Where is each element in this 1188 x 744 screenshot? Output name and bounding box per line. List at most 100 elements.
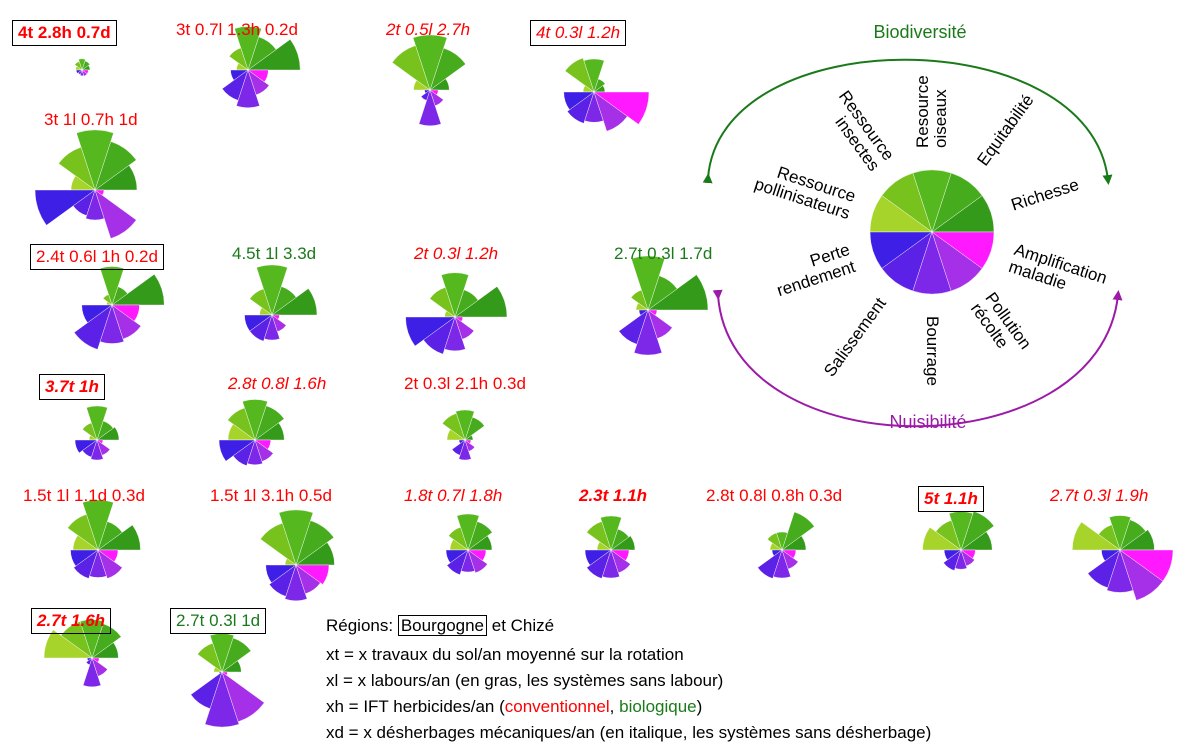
rose-wedge	[227, 407, 256, 441]
rose-wedge	[236, 69, 260, 108]
rose-wedge	[405, 316, 456, 347]
rose-chart	[445, 513, 493, 575]
rose-wedge	[922, 527, 962, 551]
rose-wedge	[454, 316, 464, 322]
rose-wedge	[1072, 521, 1121, 551]
rose-wedge	[204, 671, 240, 728]
rose-wedge	[429, 89, 444, 106]
rose-wedge	[567, 91, 595, 124]
rose-wedge	[67, 514, 99, 551]
rose-wedge	[448, 526, 469, 551]
system-label: 2.8t 0.8l 1.6h	[228, 374, 327, 393]
rose-wedge	[593, 91, 650, 125]
rose-wedge	[97, 549, 119, 563]
rose-wedge	[757, 549, 783, 579]
rose-wedge	[271, 314, 287, 332]
rose-wedge	[96, 426, 120, 441]
rose-wedge	[256, 264, 288, 316]
rose-wedge	[91, 657, 108, 677]
rose-chart	[74, 58, 91, 77]
rose-chart	[67, 499, 141, 579]
key-axis-label: Salissement	[820, 294, 890, 380]
legend-line-t: xt = x travaux du sol/an moyenné sur la …	[326, 645, 684, 664]
rose-wedge	[111, 274, 165, 306]
rose-wedge	[78, 58, 86, 71]
rose-chart	[244, 264, 318, 342]
rose-wedge	[82, 499, 114, 551]
rose-wedge	[610, 535, 636, 551]
rose-wedge	[221, 671, 228, 676]
rose-wedge	[111, 304, 142, 340]
rose-wedge	[73, 549, 99, 579]
rose-chart	[190, 633, 265, 728]
legend-line-h: xh = IFT herbicides/an (conventionnel, b…	[326, 697, 703, 716]
rose-wedge	[271, 314, 280, 320]
system-label: 2.7t 0.3l 1.7d	[614, 244, 713, 263]
rose-wedge	[254, 439, 271, 450]
rose-wedge	[444, 316, 466, 351]
key-axis-label: Equitabilité	[973, 91, 1037, 169]
rose-wedge	[454, 316, 475, 340]
rose-wedge	[456, 513, 480, 551]
rose-wedge	[442, 413, 466, 441]
rose-wedge	[1109, 515, 1131, 551]
rose-wedge	[232, 439, 256, 466]
rose-wedge	[34, 189, 96, 226]
rose-wedge	[586, 521, 612, 551]
rose-chart	[563, 57, 650, 132]
rose-wedge	[446, 429, 466, 441]
rose-wedge	[602, 549, 620, 579]
nuisibility-arc	[712, 289, 1123, 428]
rose-wedge	[600, 515, 622, 551]
rose-wedge	[99, 304, 125, 344]
rose-wedge	[247, 69, 269, 83]
rose-wedge	[464, 439, 472, 444]
rose-wedge	[197, 642, 223, 673]
rose-chart	[34, 129, 138, 239]
rose-chart	[1072, 515, 1174, 601]
rose-wedge	[423, 316, 456, 355]
rose-chart	[757, 511, 815, 579]
rose-wedge	[633, 309, 663, 356]
rose-chart	[584, 515, 636, 579]
system-label: 2.4t 0.6l 1h 0.2d	[30, 244, 164, 270]
key-axis-label: Pollutionrécolte	[967, 289, 1035, 364]
rose-wedge	[647, 274, 709, 311]
rose-wedge	[284, 564, 308, 601]
rose-wedge	[249, 314, 273, 342]
rose-wedge	[218, 439, 256, 462]
rose-wedge	[391, 45, 431, 91]
rose-wedge	[271, 288, 318, 316]
rose-wedge	[467, 549, 488, 574]
rose-wedge	[610, 549, 631, 574]
system-label: 1.5t 1l 3.1h 0.5d	[210, 486, 332, 505]
rose-wedge	[278, 509, 314, 566]
rose-wedge	[960, 549, 976, 559]
rose-wedge	[249, 288, 273, 316]
rose-wedge	[247, 439, 263, 465]
rose-wedge	[228, 47, 249, 71]
key-axis-label: Bourrage	[923, 316, 942, 386]
rose-chart	[405, 272, 508, 355]
system-label: 2.3t 1.1h	[579, 486, 648, 505]
rose-wedge	[94, 189, 105, 196]
rose-wedge	[75, 65, 83, 71]
rose-wedge	[221, 671, 265, 722]
rose-wedge	[82, 422, 98, 441]
rose-chart	[43, 619, 122, 687]
rose-wedge	[412, 34, 448, 91]
rose-wedge	[1119, 549, 1174, 582]
rose-wedge	[610, 549, 630, 561]
rose-chart	[74, 405, 120, 461]
rose-wedge	[94, 189, 137, 239]
rose-chart	[260, 509, 335, 601]
rose-wedge	[295, 564, 330, 585]
rose-wedge	[635, 302, 649, 311]
system-label: 2t 0.3l 2.1h 0.3d	[404, 374, 526, 393]
rose-wedge	[767, 532, 783, 551]
rose-wedge	[631, 255, 665, 311]
rose-wedge	[96, 439, 104, 444]
rose-chart	[442, 409, 485, 461]
key-rose	[869, 169, 995, 295]
